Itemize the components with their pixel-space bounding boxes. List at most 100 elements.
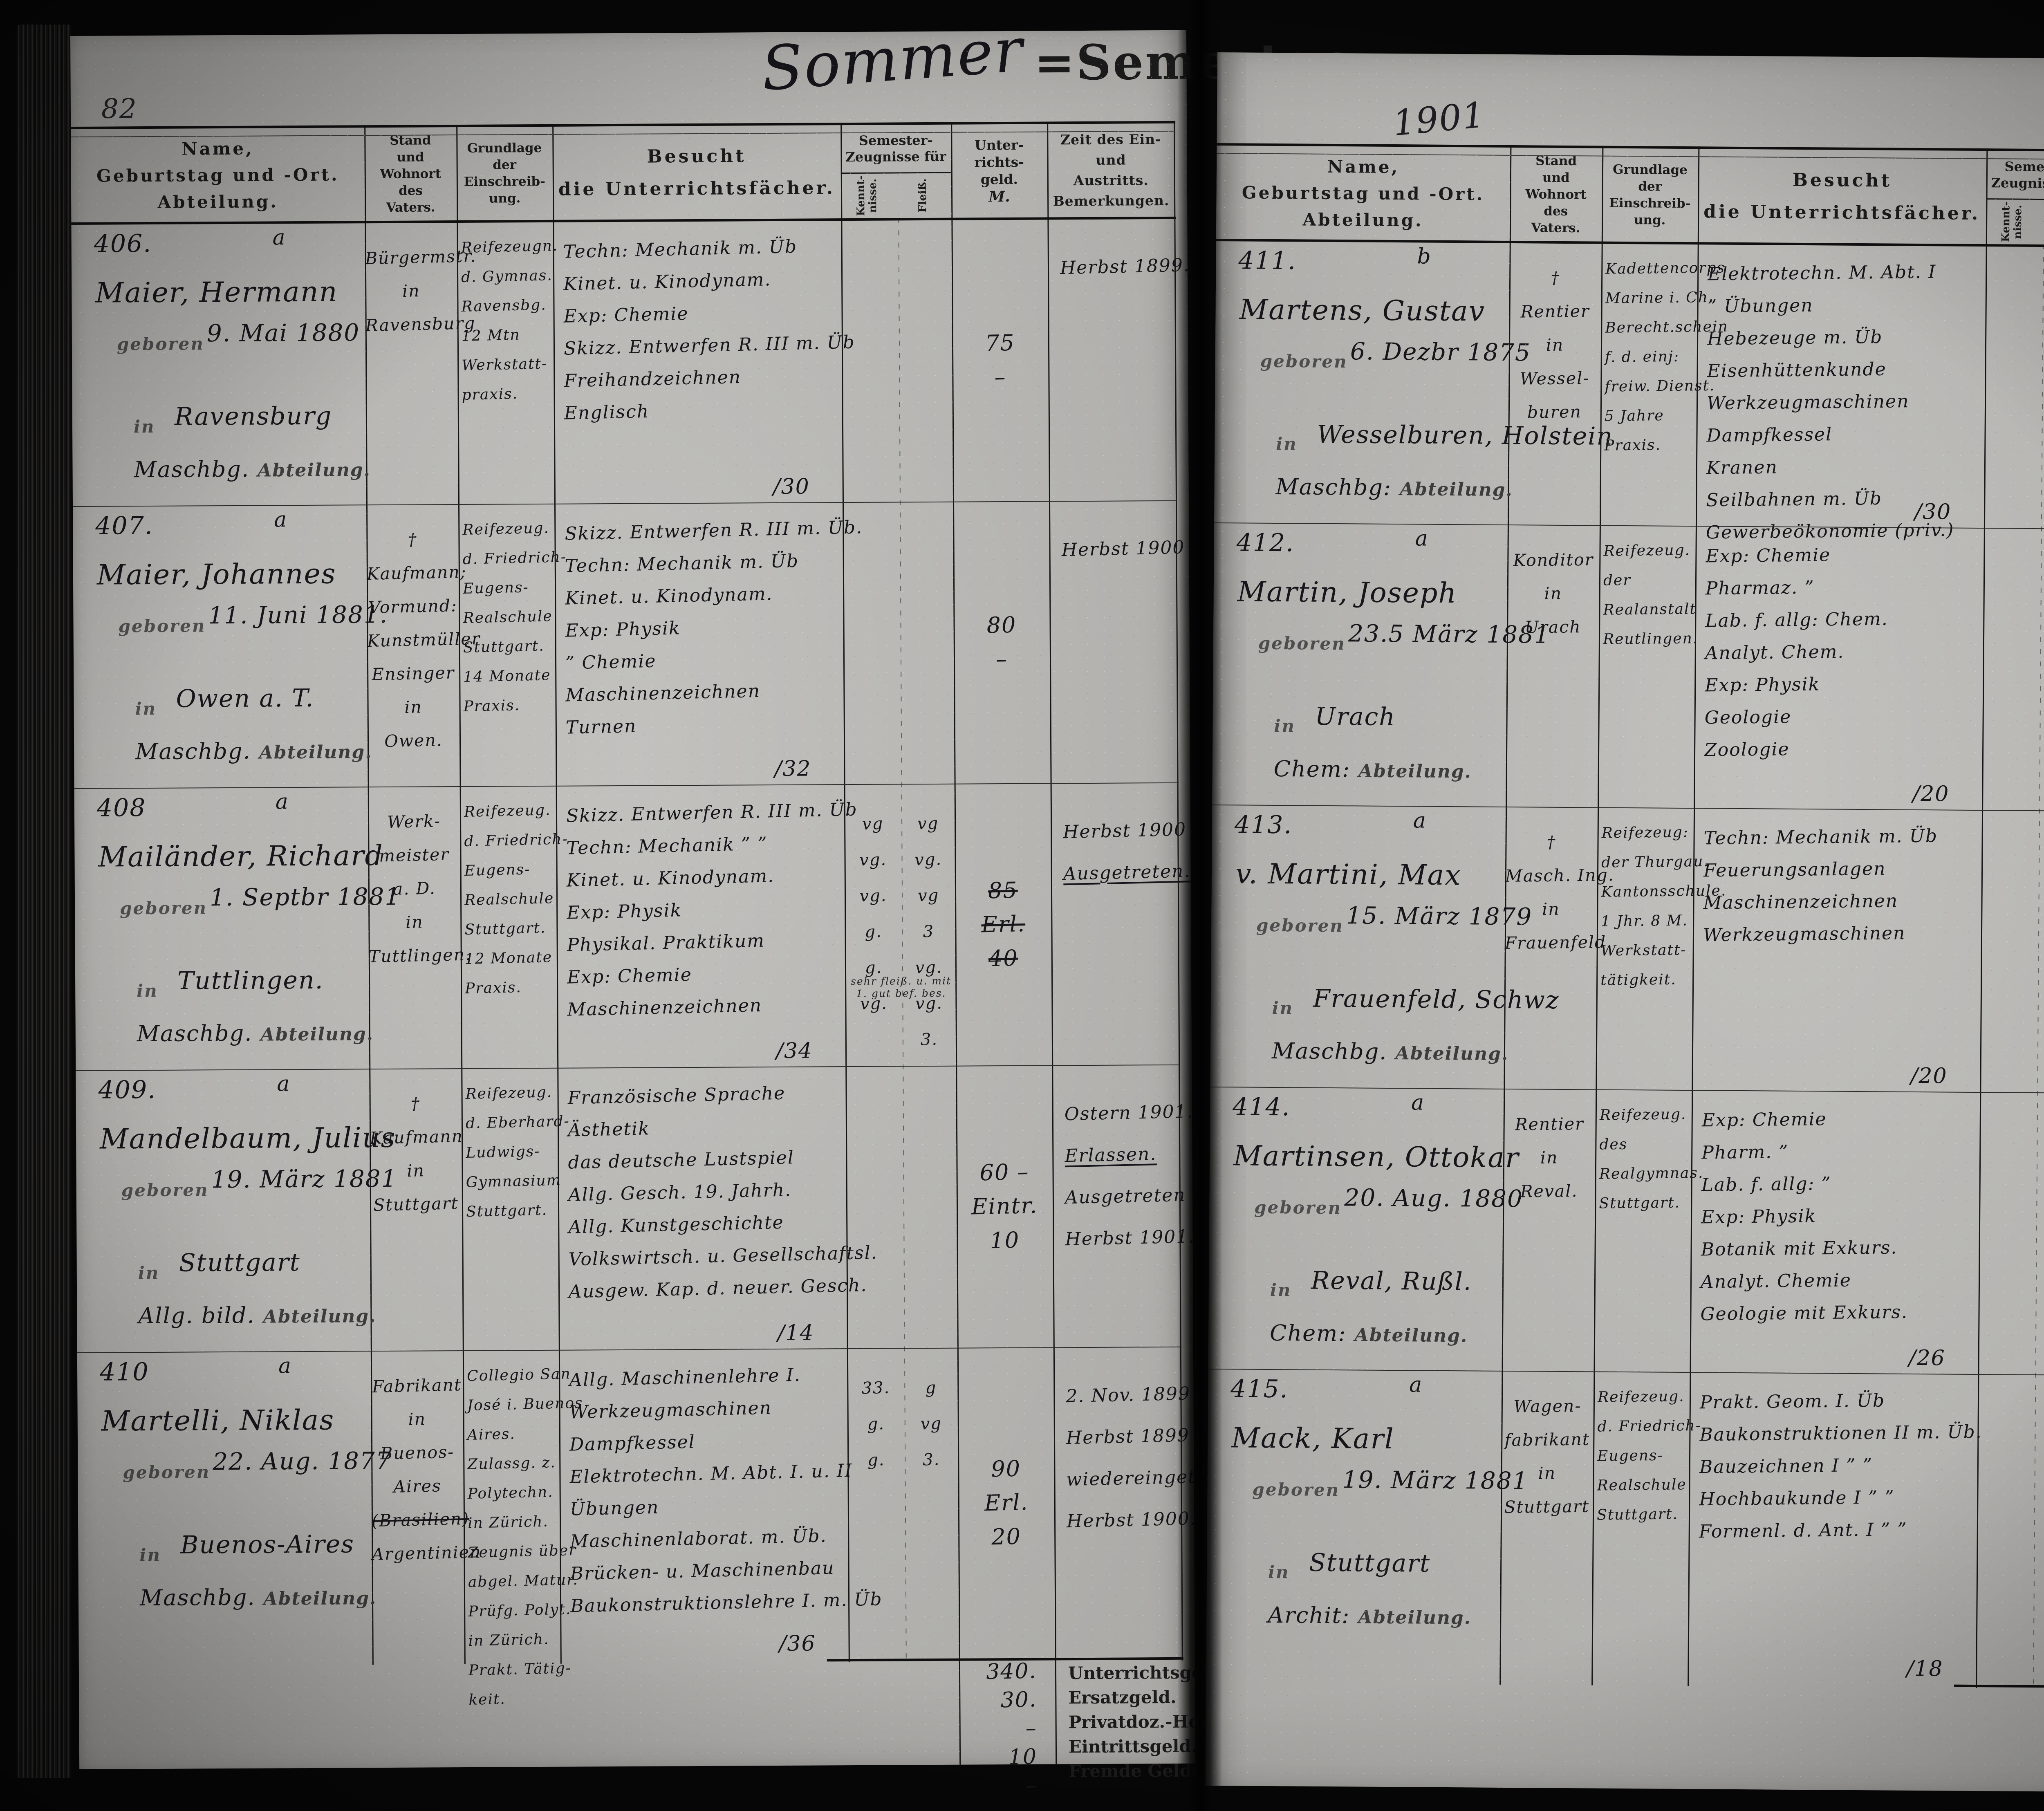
entry-name-cell: 410 a Martelli, Niklas geboren 22. Aug. 1877… [77,1351,392,1663]
stand-line: Owen. [384,730,443,751]
subjects-hours-total: /32 [774,756,811,782]
student-name: v. Martini, Max [1235,858,1461,892]
grundlage-line: Stuttgart. [464,919,546,938]
fleiss-marks: vg vg. vg 3 vg. vg. 3. [901,784,956,1058]
kenntnisse-marks [841,220,898,242]
fleiss-marks [2039,810,2044,833]
summary-values: 340. 30. – 10 – [959,1658,1038,1802]
fleiss-marks [2037,1092,2044,1115]
grundlage-line: Kantonsschule. [1601,882,1727,901]
abteilung-label: Abteilung. [1354,1325,1468,1347]
grundlage-line: 14 Monate [463,667,551,686]
subject-line: Kinet. u. Kinodynam. [566,865,775,891]
kenntnisse-marks [1978,1374,2035,1397]
grundlage-line: Aires. [467,1425,516,1443]
entry-number: 407. [95,511,154,540]
fleiss-mark: 3 [923,922,935,941]
fleiss-marks [2041,528,2044,551]
subject-line: ” Übungen [1707,295,1813,317]
register-entry: 409. a Mandelbaum, Julius geboren 19. März 1… [76,1065,1195,1352]
stand-line: Bürgermstr. [365,246,477,269]
fleiss-mark: vg. [914,958,943,977]
stand-line: a. D. [392,878,436,899]
entry-name-cell: 412. a Martin, Joseph geboren 23.5 März 1881… [1212,522,1550,807]
in-label: in [1274,716,1296,736]
grundlage-cell: Collegio San José i. Buenos Aires. Zulassg.… [463,1350,583,1708]
stand-line: Masch. Ing. [1505,865,1614,886]
subject-line: Exp: Chemie [563,303,689,327]
entry-name-cell: 413. a v. Martini, Max geboren 15. März 1879… [1210,805,1560,1089]
birth-place: Buenos-Aires [180,1530,355,1560]
stand-line: (Brasilien) [371,1508,470,1531]
register-entry: 407. a Maier, Johannes geboren 11. Juni 1881… [73,500,1190,788]
subject-line: Kinet. u. Kinodynam. [565,583,773,609]
entry-number: 415. [1230,1374,1289,1404]
abteilung-label: Abteilung. [1399,479,1513,501]
grundlage-cell: Kadettencorps Marine i. Ch. Berecht.schein… [1600,243,1728,526]
student-name: Martens, Gustav [1239,294,1486,328]
stand-line: Vormund: [368,596,458,618]
entry-name-cell: 407. a Maier, Johannes geboren 11. Juni 1881… [73,504,388,788]
subject-line: Französische Sprache [567,1083,786,1109]
kenntnisse-mark: vg [862,814,884,834]
entry-letter: a [274,507,288,532]
fleiss-marks [898,220,951,242]
subject-line: Botanik mit Exkurs. [1701,1237,1898,1260]
geld-amount: Eintr. [971,1192,1038,1219]
subject-line: Werkzeugmaschinen [569,1397,772,1423]
subjects-hours-total: /30 [1914,499,1952,524]
subjects-hours-total: /20 [1912,781,1950,807]
stand-line: Wessel- [1520,368,1590,389]
subject-line: Exp: Chemie [1706,545,1831,567]
subject-lines: Prakt. Geom. I. Üb Baukonstruktionen II m… [1688,1372,1982,1550]
fleiss-mark: g [925,1378,937,1398]
subject-line: Bauzeichnen I ” ” [1699,1455,1873,1478]
fleiss-mark: vg. [915,994,943,1013]
geboren-label: geboren [1258,633,1346,654]
stand-line: Fabrikant [372,1375,462,1397]
stand-line: Kaufmann [369,1126,464,1148]
stand-line: in [1542,899,1560,919]
grundlage-line: Praxis. [463,697,520,715]
summary-amount: 340. [986,1659,1037,1685]
subject-line: Elektrotechn. M. Abt. I. u. II [569,1460,853,1488]
stand-line: Tuttlingen. [368,944,472,967]
entry-letter: a [1409,1372,1423,1397]
subject-line: Allg. Kunstgeschichte [568,1212,784,1238]
subjects-cell: Exp: Chemie Pharmaz. ” Lab. f. allg: Chem.… [1694,526,1984,810]
grundlage-cell: Reifezeug. der Realanstalt Reutlingen. [1598,525,1700,808]
subject-line: Dampfkessel [569,1431,696,1455]
subjects-hours-total: /30 [773,474,810,500]
subject-line: Techn: Mechanik m. Üb [565,550,799,577]
fleiss-cell [2035,1092,2044,1375]
grundlage-line: Werkstatt- [1600,941,1687,959]
summary-amount: 10 [1008,1744,1038,1770]
kenntnisse-cell [845,1066,904,1348]
kenntnisse-cell [843,502,901,784]
subjects-cell: Französische Sprache Ästhetik das deutsche… [557,1066,878,1350]
grundlage-line: Reifezeug. [1603,542,1691,560]
subject-line: Formenl. d. Ant. I ” ” [1699,1519,1908,1542]
geld-amount: Erl. [981,910,1026,937]
book-spine-shadow [1177,0,1222,1811]
abteilung-handwritten: Maschbg. [1271,1038,1387,1065]
stand-line: Werk- [387,811,441,832]
subjects-cell: Skizz. Entwerfen R. III m. Üb Techn: Mech… [556,784,858,1068]
grundlage-line: Eugens- [462,579,529,597]
entry-number: 412. [1236,528,1295,558]
abteilung-line: Chem: Abteilung. [1270,1320,1468,1347]
stand-line: meister [379,844,450,866]
stand-line: † [408,529,417,549]
in-label: in [138,1262,160,1283]
subject-line: Exp: Chemie [567,964,693,988]
student-name: Mack, Karl [1231,1422,1394,1456]
geboren-label: geboren [1254,1197,1342,1218]
entry-letter: a [272,225,286,250]
abteilung-line: Allg. bild. Abteilung. [138,1302,376,1329]
grundlage-line: Realschule [464,890,554,909]
kenntnisse-cell [1976,1374,2035,1685]
stand-line: Reval. [1520,1181,1578,1201]
subject-line: Analyt. Chemie [1700,1270,1852,1293]
subjects-hours-total: /20 [1910,1063,1948,1089]
bemerkungen-cell: Herbst 1899. [1047,218,1196,501]
